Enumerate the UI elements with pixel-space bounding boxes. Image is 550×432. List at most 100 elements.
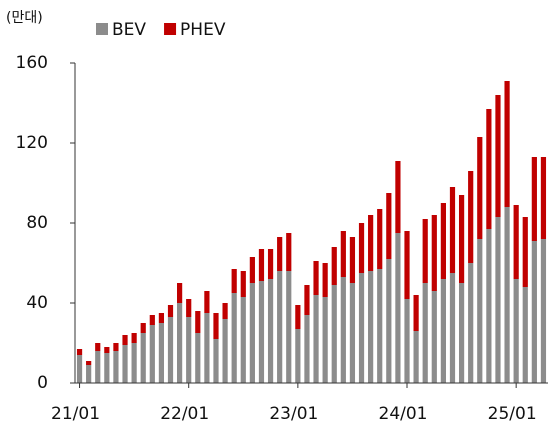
bar-segment [486, 109, 492, 229]
bar-segment [349, 237, 356, 283]
bar-segment [495, 217, 501, 383]
bar-segment [313, 295, 319, 383]
bar-segment [340, 231, 346, 277]
bar-segment [522, 217, 528, 287]
bar-segment [431, 215, 437, 291]
bar-segment [104, 353, 110, 383]
bar-segment [468, 171, 474, 263]
bar-segment [277, 237, 283, 271]
bar-segment [76, 355, 83, 383]
bar-segment [286, 233, 292, 271]
bar-segment [158, 323, 165, 383]
bar-segment [167, 317, 174, 383]
bar-segment [340, 277, 346, 383]
bar-segment [386, 259, 392, 383]
bar-segment [86, 361, 92, 365]
bar-segment [113, 343, 119, 351]
bar-segment [477, 239, 483, 383]
bar-segment [113, 351, 119, 383]
x-tick-label: 25/01 [488, 404, 537, 424]
bar-segment [458, 283, 465, 383]
y-tick-label: 80 [26, 213, 48, 233]
bar-segment [295, 329, 301, 383]
bar-segment [368, 215, 374, 271]
bar-segment [240, 297, 246, 383]
bar-segment [377, 209, 383, 269]
bar-segment [186, 317, 192, 383]
bar-segment [395, 161, 401, 233]
bar-segment [477, 137, 483, 239]
bar-segment [349, 283, 356, 383]
bar-segment [331, 285, 337, 383]
bar-segment [413, 295, 419, 331]
bar-segment [122, 345, 128, 383]
bar-segment [358, 273, 365, 383]
y-tick-label: 40 [26, 293, 48, 313]
bar-segment [149, 315, 155, 325]
bar-segment [295, 305, 301, 329]
y-tick-label: 120 [16, 133, 48, 153]
bar-segment [468, 263, 474, 383]
bar-segment [486, 229, 492, 383]
bar-segment [358, 223, 365, 273]
bar-segment [204, 291, 210, 313]
legend-label: BEV [112, 20, 146, 40]
bar-segment [458, 195, 465, 283]
bar-segment [440, 279, 446, 383]
bar-segment [167, 305, 174, 317]
y-axis-unit: (만대) [6, 10, 43, 26]
bar-segment [368, 271, 374, 383]
bar-segment [104, 347, 110, 353]
bar-segment [186, 299, 192, 317]
bar-segment [213, 313, 219, 339]
bar-segment [249, 283, 255, 383]
bar-segment [177, 303, 183, 383]
bar-segment [86, 365, 92, 383]
bar-segment [513, 205, 519, 279]
bar-segment [304, 285, 310, 315]
bar-segment [331, 247, 337, 285]
bar-segment [258, 249, 265, 281]
bar-segment [140, 323, 146, 333]
bar-segment [313, 261, 319, 295]
bar-segment [95, 351, 101, 383]
bar-segment [204, 313, 210, 383]
bar-segment [404, 299, 410, 383]
bar-segment [404, 231, 410, 299]
bar-segment [531, 157, 537, 241]
x-tick-label: 24/01 [379, 404, 428, 424]
bar-segment [286, 271, 292, 383]
bar-segment [422, 219, 428, 283]
bar-segment [222, 319, 228, 383]
bar-segment [131, 333, 137, 343]
bar-segment [277, 271, 283, 383]
y-tick-label: 0 [37, 373, 48, 393]
bar-segment [413, 331, 419, 383]
x-tick-label: 23/01 [269, 404, 318, 424]
bar-segment [267, 279, 274, 383]
bar-segment [195, 333, 201, 383]
bar-segment [231, 293, 237, 383]
x-tick-label: 21/01 [51, 404, 100, 424]
bar-segment [131, 343, 137, 383]
bar-segment [395, 233, 401, 383]
bar-segment [522, 287, 528, 383]
bar-segment [504, 81, 510, 207]
bar-segment [240, 271, 246, 297]
bar-segment [149, 325, 155, 383]
bar-segment [540, 157, 547, 239]
bar-segment [213, 339, 219, 383]
bar-segment [440, 203, 446, 279]
bar-segment [449, 273, 456, 383]
legend-swatch [164, 23, 177, 35]
bar-segment [304, 315, 310, 383]
bar-segment [386, 193, 392, 259]
bar-segment [195, 311, 201, 333]
bar-segment [431, 291, 437, 383]
bar-segment [449, 187, 456, 273]
bar-segment [513, 279, 519, 383]
bar-segment [540, 239, 547, 383]
bar-segment [422, 283, 428, 383]
bar-segment [231, 269, 237, 293]
